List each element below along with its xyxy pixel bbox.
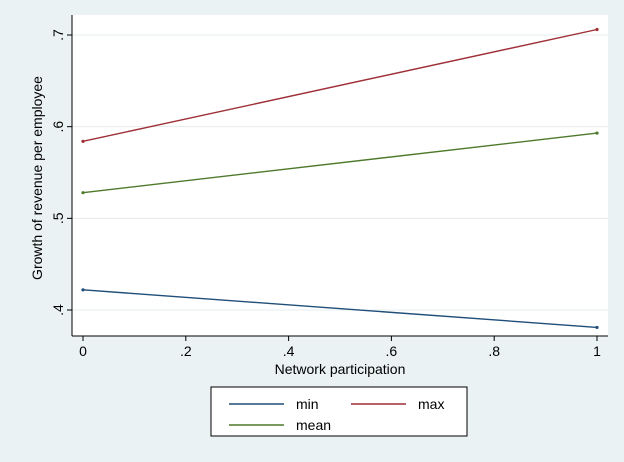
legend: min max mean xyxy=(210,386,468,437)
series-line-mean xyxy=(82,132,598,194)
x-axis-title: Network participation xyxy=(275,361,406,377)
data-point-mean xyxy=(81,191,85,195)
legend-label-min: min xyxy=(296,396,319,412)
data-point-mean xyxy=(595,131,599,135)
legend-box xyxy=(210,386,468,437)
series-line-min xyxy=(82,289,598,329)
x-tick-label: 0 xyxy=(79,343,87,359)
x-tick-label: .8 xyxy=(488,343,500,359)
legend-label-mean: mean xyxy=(296,417,331,433)
series-line-max xyxy=(82,28,598,143)
legend-label-max: max xyxy=(418,396,444,412)
x-tick-label: .4 xyxy=(283,343,295,359)
plot-area xyxy=(72,15,608,336)
x-tick-label: .6 xyxy=(386,343,398,359)
y-tick-label: .5 xyxy=(50,212,66,224)
x-tick-label: 1 xyxy=(593,343,601,359)
grid-lines xyxy=(72,34,608,311)
data-point-min xyxy=(595,325,599,330)
series-lines xyxy=(81,27,599,330)
y-tick-label: .4 xyxy=(50,304,66,316)
data-point-max xyxy=(595,27,599,32)
y-axis-title: Growth of revenue per employee xyxy=(29,76,45,280)
y-tick-label: .6 xyxy=(50,121,66,133)
x-tick-label: .2 xyxy=(180,343,192,359)
data-point-max xyxy=(81,139,85,143)
axes: .4 .5 .6 .7 0 .2 .4 .6 .8 1 xyxy=(50,15,608,359)
y-tick-label: .7 xyxy=(50,29,66,41)
data-point-min xyxy=(81,288,85,292)
